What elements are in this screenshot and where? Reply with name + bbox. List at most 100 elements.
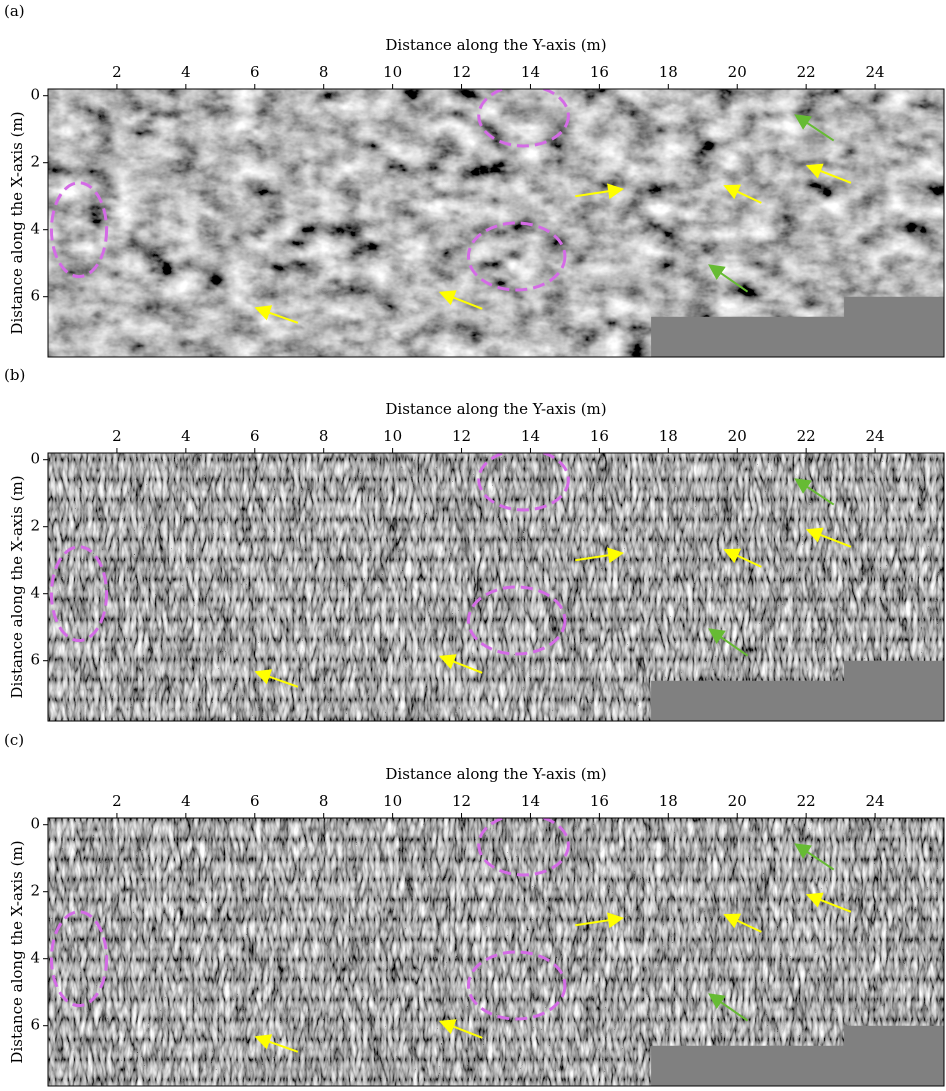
ellipse-marker bbox=[477, 89, 570, 148]
arrow bbox=[254, 305, 299, 324]
arrow bbox=[575, 547, 625, 564]
ellipse-marker bbox=[49, 181, 109, 279]
y-tick-label: 0 bbox=[30, 815, 40, 833]
x-tick-label: 14 bbox=[521, 792, 540, 810]
x-tick-label: 20 bbox=[728, 427, 747, 445]
x-tick-label: 24 bbox=[866, 792, 885, 810]
plot-area bbox=[48, 818, 944, 1086]
x-tick-label: 8 bbox=[319, 427, 329, 445]
panel-label: (c) bbox=[4, 731, 24, 749]
arrow bbox=[254, 1034, 299, 1053]
y-tick-label: 6 bbox=[30, 287, 40, 305]
y-tick-label: 4 bbox=[30, 584, 40, 602]
y-axis-title: Distance along the X-axis (m) bbox=[8, 475, 26, 698]
ellipse-marker bbox=[49, 545, 109, 643]
x-tick-label: 20 bbox=[728, 792, 747, 810]
panel-label: (b) bbox=[4, 366, 25, 384]
y-tick-label: 4 bbox=[30, 949, 40, 967]
arrow bbox=[708, 628, 749, 657]
x-tick-label: 22 bbox=[797, 63, 816, 81]
ellipse-marker bbox=[466, 585, 567, 656]
x-tick-label: 2 bbox=[112, 792, 122, 810]
x-tick-label: 6 bbox=[250, 792, 260, 810]
y-tick-label: 6 bbox=[30, 651, 40, 669]
x-tick-label: 18 bbox=[659, 63, 678, 81]
y-tick-label: 2 bbox=[30, 153, 40, 171]
image bbox=[48, 818, 944, 1086]
y-tick-label: 0 bbox=[30, 86, 40, 104]
plot-frame bbox=[47, 88, 945, 358]
arrow bbox=[805, 892, 852, 913]
arrow bbox=[805, 163, 852, 184]
x-tick-label: 18 bbox=[659, 427, 678, 445]
ellipse-marker bbox=[477, 818, 570, 877]
x-tick-label: 20 bbox=[728, 63, 747, 81]
arrow bbox=[794, 843, 835, 871]
image bbox=[48, 89, 944, 357]
y-axis-title: Distance along the X-axis (m) bbox=[8, 840, 26, 1063]
x-tick-label: 2 bbox=[112, 427, 122, 445]
y-tick-label: 4 bbox=[30, 220, 40, 238]
no-data-region bbox=[651, 1025, 944, 1086]
x-tick-label: 22 bbox=[797, 427, 816, 445]
plot-area bbox=[48, 89, 944, 357]
x-tick-label: 22 bbox=[797, 792, 816, 810]
x-tick-label: 8 bbox=[319, 792, 329, 810]
arrow bbox=[794, 478, 835, 506]
x-tick-label: 4 bbox=[181, 427, 191, 445]
arrow bbox=[575, 183, 625, 200]
arrow bbox=[438, 290, 483, 310]
x-tick-label: 14 bbox=[521, 427, 540, 445]
ellipse-marker bbox=[49, 910, 109, 1008]
x-tick-label: 18 bbox=[659, 792, 678, 810]
x-axis-title: Distance along the Y-axis (m) bbox=[385, 765, 606, 783]
arrow bbox=[575, 912, 625, 929]
x-tick-label: 16 bbox=[590, 792, 609, 810]
x-tick-label: 10 bbox=[383, 792, 402, 810]
y-tick-label: 6 bbox=[30, 1016, 40, 1034]
x-tick-label: 4 bbox=[181, 63, 191, 81]
arrow bbox=[794, 114, 835, 142]
arrow bbox=[708, 264, 749, 293]
arrow bbox=[708, 993, 749, 1022]
x-tick-label: 24 bbox=[866, 427, 885, 445]
x-axis-title: Distance along the Y-axis (m) bbox=[385, 400, 606, 418]
x-tick-label: 12 bbox=[452, 63, 471, 81]
x-tick-label: 6 bbox=[250, 63, 260, 81]
arrow bbox=[723, 913, 762, 933]
x-tick-label: 2 bbox=[112, 63, 122, 81]
x-tick-label: 12 bbox=[452, 427, 471, 445]
y-axis-title: Distance along the X-axis (m) bbox=[8, 111, 26, 334]
x-tick-label: 12 bbox=[452, 792, 471, 810]
no-data-region bbox=[651, 296, 944, 357]
arrow bbox=[723, 184, 762, 204]
plot-area bbox=[48, 453, 944, 721]
x-tick-label: 16 bbox=[590, 427, 609, 445]
arrow bbox=[438, 1019, 483, 1039]
plot-frame bbox=[47, 452, 945, 722]
x-tick-label: 10 bbox=[383, 63, 402, 81]
y-tick-label: 2 bbox=[30, 517, 40, 535]
image bbox=[48, 453, 944, 721]
x-tick-label: 8 bbox=[319, 63, 329, 81]
x-axis-title: Distance along the Y-axis (m) bbox=[385, 36, 606, 54]
arrow bbox=[254, 669, 299, 688]
x-tick-label: 14 bbox=[521, 63, 540, 81]
x-tick-label: 24 bbox=[866, 63, 885, 81]
panel-label: (a) bbox=[4, 2, 25, 20]
y-tick-label: 2 bbox=[30, 882, 40, 900]
arrow bbox=[723, 548, 762, 568]
ellipse-marker bbox=[466, 950, 567, 1021]
plot-frame bbox=[47, 817, 945, 1087]
arrow bbox=[438, 654, 483, 674]
x-tick-label: 4 bbox=[181, 792, 191, 810]
x-tick-label: 6 bbox=[250, 427, 260, 445]
ellipse-marker bbox=[466, 221, 567, 292]
y-tick-label: 0 bbox=[30, 450, 40, 468]
arrow bbox=[805, 527, 852, 548]
no-data-region bbox=[651, 660, 944, 721]
ellipse-marker bbox=[477, 453, 570, 512]
x-tick-label: 10 bbox=[383, 427, 402, 445]
x-tick-label: 16 bbox=[590, 63, 609, 81]
